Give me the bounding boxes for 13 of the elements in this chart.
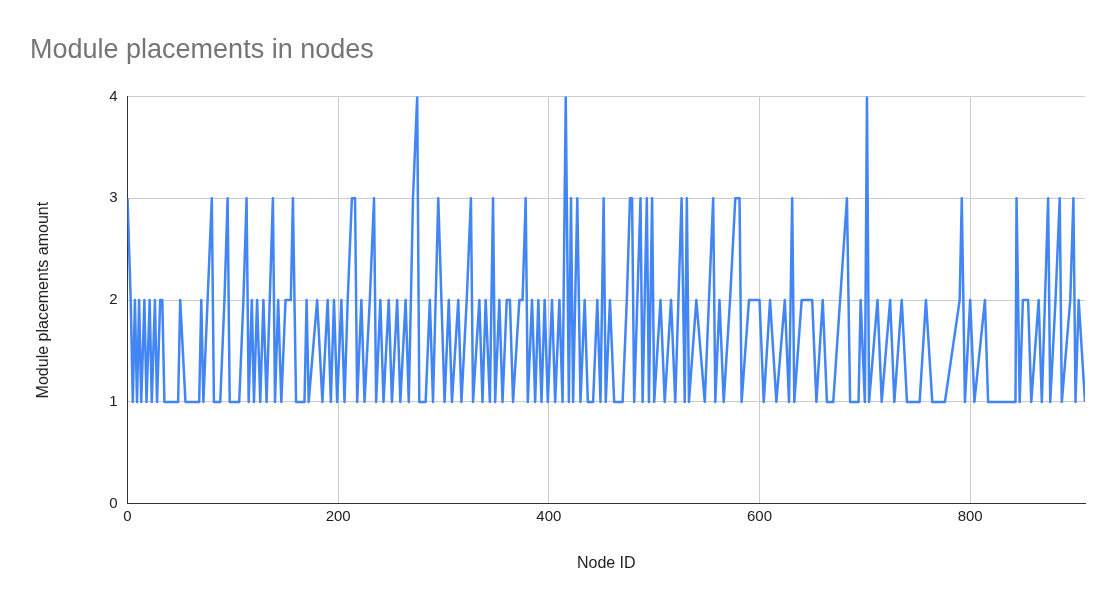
x-tick-label: 200 xyxy=(325,506,351,524)
y-tick-label: 3 xyxy=(109,188,118,206)
y-axis-title: Module placements amount xyxy=(34,201,52,399)
x-tick-label: 0 xyxy=(123,506,132,524)
x-tick-label: 400 xyxy=(536,506,562,524)
y-tick-label: 2 xyxy=(109,290,118,308)
x-tick-label: 600 xyxy=(747,506,773,524)
x-tick-label: 800 xyxy=(957,506,983,524)
y-tick-label: 4 xyxy=(109,86,118,104)
x-axis-title: Node ID xyxy=(576,553,636,571)
y-tick-label: 0 xyxy=(109,493,118,511)
y-tick-label: 1 xyxy=(109,392,118,410)
chart-title: Module placements in nodes xyxy=(30,33,374,64)
